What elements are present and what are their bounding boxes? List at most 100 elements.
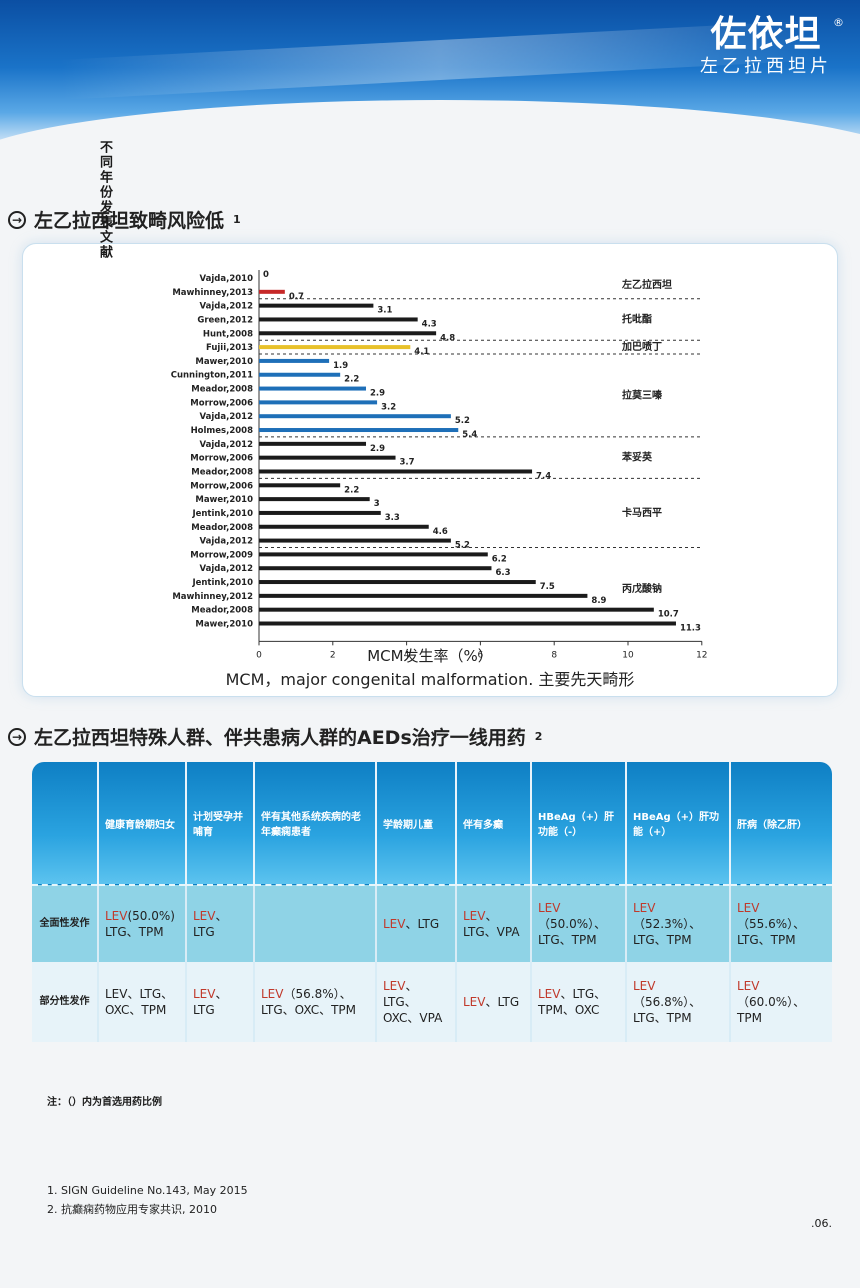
- value-label: 4.1: [414, 347, 429, 357]
- row-label: 全面性发作: [32, 884, 99, 962]
- circle-arrow-icon: →: [8, 727, 26, 746]
- bar: [259, 552, 488, 557]
- value-label: 4.3: [422, 319, 437, 329]
- bar: [259, 289, 285, 294]
- study-label: Mawhinney,2012: [172, 592, 253, 602]
- bar: [259, 455, 396, 460]
- bar: [259, 428, 459, 433]
- bar: [259, 593, 588, 598]
- bar: [259, 510, 381, 515]
- brand-name: 佐依坦: [710, 14, 822, 55]
- value-label: 0: [263, 270, 269, 280]
- value-label: 2.9: [370, 444, 385, 454]
- table-cell: LEV、LTG: [186, 884, 255, 962]
- table-header-cell: 计划受孕并哺育: [186, 762, 255, 885]
- value-label: 7.5: [540, 582, 555, 592]
- mcm-bar-chart: 0 2 4 6 8 10 12 Vajda,2010 0 Mawhinney,2013 0.7 左乙拉…: [171, 270, 708, 660]
- value-label: 6.3: [495, 568, 510, 578]
- x-tick-label: 8: [551, 650, 557, 660]
- aed-first-line-table: 健康育龄期妇女 计划受孕并哺育 伴有其他系统疾病的老年癫痫患者 学龄期儿童 伴有…: [32, 762, 832, 1042]
- bar: [259, 303, 374, 308]
- bar: [259, 345, 411, 350]
- bar: [259, 441, 367, 446]
- study-label: Morrow,2006: [190, 481, 253, 491]
- bar: [259, 358, 330, 363]
- section2-title: → 左乙拉西坦特殊人群、伴共患病人群的AEDs治疗一线用药 2: [8, 723, 542, 750]
- bar: [259, 621, 676, 626]
- value-label: 2.2: [344, 375, 359, 385]
- bar: [259, 538, 451, 543]
- drug-group-label: 丙戊酸钠: [622, 582, 662, 595]
- bar: [259, 372, 341, 377]
- drug-group-label: 卡马西平: [622, 506, 662, 519]
- value-label: 3.1: [377, 306, 392, 316]
- study-label: Meador,2008: [191, 467, 253, 477]
- table-row-generalized: 全面性发作 LEV(50.0%) LTG、TPM LEV、LTG LEV、LTG…: [32, 884, 832, 962]
- value-label: 2.9: [370, 389, 385, 399]
- table-header-cell: 肝病（除乙肝）: [730, 762, 832, 885]
- bar: [259, 469, 533, 474]
- chart-x-axis-label: MCM发生率（%）: [367, 647, 493, 665]
- chart-y-axis-label: 不同年份发表文献: [97, 140, 112, 260]
- table-cell: LEV、LTG、VPA: [456, 884, 532, 962]
- section1-ref: 1: [233, 213, 241, 226]
- section2-title-text: 左乙拉西坦特殊人群、伴共患病人群的AEDs治疗一线用药: [34, 727, 526, 749]
- study-label: Fujii,2013: [206, 343, 253, 353]
- table-header-cell: 伴有多癫: [456, 762, 532, 885]
- table-cell: LEV（56.8%）、LTG、TPM: [626, 962, 731, 1042]
- bar: [259, 386, 367, 391]
- header-banner: [0, 0, 860, 150]
- value-label: 5.2: [455, 416, 470, 426]
- study-label: Mawer,2010: [195, 495, 253, 505]
- drug-group-label: 拉莫三嗪: [622, 388, 663, 401]
- table-cell: [254, 884, 377, 962]
- study-label: Meador,2008: [191, 523, 253, 533]
- value-label: 3.7: [400, 458, 415, 468]
- study-label: Holmes,2008: [191, 426, 254, 436]
- table-header-cell: HBeAg（+）肝功能（+）: [626, 762, 731, 885]
- drug-group-label: 左乙拉西坦: [621, 278, 672, 291]
- table-header-cell: 学龄期儿童: [376, 762, 457, 885]
- study-label: Mawer,2010: [195, 357, 253, 367]
- study-label: Morrow,2009: [190, 550, 253, 560]
- value-label: 7.4: [536, 471, 551, 481]
- table-cell: LEV、LTG: [186, 962, 255, 1042]
- value-label: 3: [374, 499, 380, 509]
- value-label: 5.4: [462, 430, 477, 440]
- brand-subtitle: 左乙拉西坦片: [700, 56, 832, 77]
- value-label: 5.2: [455, 541, 470, 551]
- table-cell: LEV（55.6%）、LTG、TPM: [730, 884, 832, 962]
- page-number: .06.: [811, 1217, 832, 1230]
- bar: [259, 414, 451, 419]
- table-header-cell: 伴有其他系统疾病的老年癫痫患者: [254, 762, 377, 885]
- table-cell: LEV、LTG、TPM、OXC: [531, 962, 627, 1042]
- table-cell: LEV、LTG: [456, 962, 532, 1042]
- chart-footnote: MCM，major congenital malformation. 主要先天畸…: [225, 670, 635, 689]
- value-label: 10.7: [658, 610, 679, 620]
- value-label: 3.3: [385, 513, 400, 523]
- study-label: Vajda,2012: [200, 537, 254, 547]
- bar: [259, 607, 654, 612]
- value-label: 6.2: [492, 554, 507, 564]
- study-label: Morrow,2006: [190, 398, 253, 408]
- drug-group-label: 苯妥英: [621, 451, 653, 464]
- table-cell: LEV（60.0%）、TPM: [730, 962, 832, 1042]
- bar: [259, 331, 437, 336]
- table-header-cell: [32, 762, 99, 885]
- bar: [259, 483, 341, 488]
- x-tick-label: 6: [478, 650, 484, 660]
- value-label: 1.9: [333, 361, 348, 371]
- references: 1. SIGN Guideline No.143, May 2015 2. 抗癫…: [47, 1181, 248, 1219]
- value-label: 4.8: [440, 333, 455, 343]
- reference-item: 2. 抗癫痫药物应用专家共识, 2010: [47, 1203, 217, 1216]
- reference-item: 1. SIGN Guideline No.143, May 2015: [47, 1184, 248, 1197]
- study-label: Vajda,2012: [200, 440, 254, 450]
- study-label: Vajda,2012: [200, 564, 254, 574]
- x-tick-label: 2: [330, 650, 336, 660]
- section2-ref: 2: [534, 730, 543, 743]
- study-label: Green,2012: [197, 315, 253, 325]
- value-label: 3.2: [381, 402, 396, 412]
- x-tick-label: 12: [696, 650, 707, 660]
- value-label: 4.6: [433, 527, 448, 537]
- drug-group-label: 托吡酯: [622, 312, 652, 325]
